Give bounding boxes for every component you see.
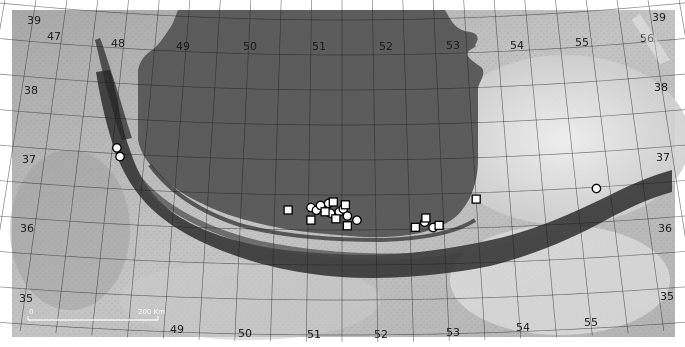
lon-top-47: 47: [47, 30, 61, 43]
meridian-line: [372, 0, 379, 342]
record-markers: [112, 143, 602, 233]
parallel-line: [0, 144, 685, 161]
lat-right-38: 38: [654, 81, 668, 94]
lon-top-50: 50: [243, 40, 257, 53]
lon-bottom-54: 54: [516, 321, 530, 334]
lon-bottom-55: 55: [584, 316, 598, 329]
coastal-strip: [148, 163, 477, 243]
meridian-line: [463, 0, 486, 340]
meridian-line: [555, 0, 593, 336]
lat-right-37: 37: [656, 151, 670, 164]
parallel-line: [0, 109, 685, 126]
meridian-line: [305, 0, 312, 342]
record-square-marker: [410, 222, 421, 232]
lon-top-48: 48: [111, 37, 125, 50]
record-square-marker: [342, 221, 353, 231]
meridian-line: [162, 0, 191, 339]
record-circle-marker: [115, 151, 125, 162]
lon-top-53: 53: [446, 39, 460, 52]
lon-bottom-51: 51: [307, 328, 321, 341]
meridian-line: [127, 0, 160, 338]
parallel-line: [0, 321, 685, 336]
meridian-line: [270, 0, 282, 342]
lat-right-36: 36: [658, 222, 672, 235]
latitude-labels-left: 39 38 37 36 35: [19, 14, 41, 305]
lon-bottom-50: 50: [238, 327, 252, 340]
scale-bar: 0 200 Km: [27, 308, 165, 321]
record-circle-marker: [352, 215, 362, 226]
meridian-line: [19, 0, 68, 331]
meridian-line: [432, 0, 450, 341]
parallel-line: [0, 38, 685, 56]
record-square-marker: [340, 200, 351, 210]
record-square-marker: [306, 215, 316, 225]
record-square-marker: [434, 220, 444, 231]
lat-right-39: 39: [652, 11, 666, 24]
lon-top-49: 49: [176, 40, 190, 53]
lon-top-51: 51: [312, 40, 326, 53]
parallel-line: [0, 2, 685, 21]
lat-left-37: 37: [22, 153, 36, 166]
lat-left-36: 36: [20, 222, 34, 235]
meridian-line: [0, 0, 6, 31]
meridian-line: [91, 0, 129, 336]
desert-region-3: [120, 260, 380, 340]
meridian-line: [616, 0, 665, 331]
lon-bottom-52: 52: [374, 328, 388, 341]
alborz-highlight: [137, 178, 562, 260]
parallel-line: [0, 215, 685, 231]
parallel-line: [0, 286, 685, 301]
parallel-line: [0, 73, 685, 91]
record-circle-marker: [112, 143, 122, 153]
lon-top-55: 55: [575, 36, 589, 49]
latitude-labels-right: 39 38 37 36 35: [652, 11, 674, 303]
meridian-line: [0, 0, 37, 232]
lon-bottom-53: 53: [446, 326, 460, 339]
record-square-marker: [320, 207, 330, 217]
talysh-range: [95, 38, 132, 140]
meridian-line: [647, 0, 685, 238]
meridian-line: [524, 0, 557, 338]
lat-left-38: 38: [24, 84, 38, 97]
longitude-labels-top: 47 48 49 50 51 52 53 54 55 56: [47, 30, 654, 53]
record-square-marker: [331, 214, 341, 224]
corner-watermark: [632, 14, 670, 64]
record-square-marker: [328, 197, 338, 207]
desert-region: [440, 55, 685, 225]
lon-top-56: 56: [640, 32, 654, 45]
meridian-line: [55, 0, 99, 334]
meridian-line: [402, 0, 414, 342]
lat-right-35: 35: [660, 290, 674, 303]
parallel-line: [0, 251, 685, 266]
lon-bottom-49: 49: [170, 323, 184, 336]
meridian-line: [493, 0, 522, 339]
record-circle-marker: [342, 211, 353, 221]
longitude-labels-bottom: 49 50 51 52 53 54 55: [170, 316, 598, 341]
lat-left-35: 35: [19, 292, 33, 305]
parallel-line: [0, 180, 685, 196]
lon-top-54: 54: [510, 39, 524, 52]
caspian-sea: [138, 10, 484, 238]
meridian-line: [198, 0, 221, 340]
scale-distance: 200 Km: [138, 308, 165, 316]
record-square-marker: [421, 213, 431, 223]
meridian-line: [234, 0, 252, 341]
lon-top-52: 52: [379, 40, 393, 53]
lat-left-39: 39: [27, 14, 41, 27]
meridian-line: [585, 0, 629, 334]
record-circle-marker: [591, 183, 602, 194]
record-square-marker: [471, 194, 481, 204]
scale-zero: 0: [29, 308, 33, 316]
record-square-marker: [283, 205, 293, 215]
